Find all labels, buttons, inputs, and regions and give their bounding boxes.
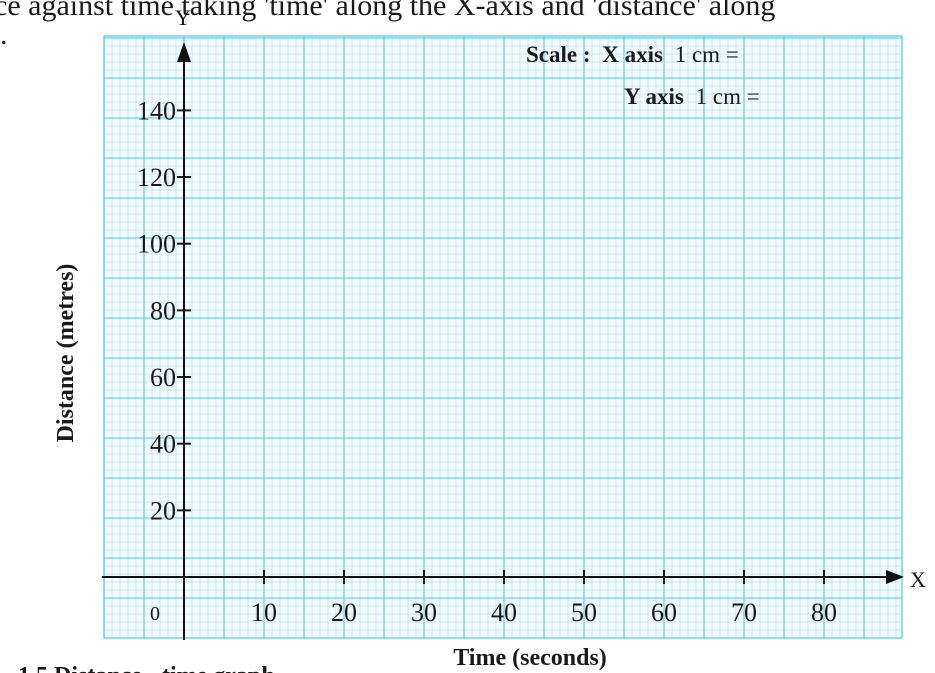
graph-paper-grid bbox=[103, 35, 903, 639]
scale-note-y: Y axis 1 cm = bbox=[624, 84, 760, 109]
y-axis-arrowhead bbox=[177, 42, 191, 62]
scale-x-axis: X axis bbox=[602, 42, 663, 67]
x-tick-label: 20 bbox=[331, 598, 357, 627]
x-tick-label: 30 bbox=[411, 598, 437, 627]
x-axis-name: X bbox=[910, 567, 926, 592]
x-tick-label: 50 bbox=[571, 598, 597, 627]
scale-note-x: Scale : X axis 1 cm = bbox=[526, 42, 739, 67]
x-tick-label: 60 bbox=[651, 598, 677, 627]
tick-labels: 10 20 30 40 50 60 70 80 20 40 60 80 100 120 140 bbox=[137, 96, 837, 627]
y-axis-label: Distance (metres) bbox=[53, 264, 79, 443]
figure-caption: 1.5 Distance - time graph bbox=[18, 663, 275, 673]
origin-label: 0 bbox=[150, 603, 160, 625]
x-tick-label: 70 bbox=[731, 598, 757, 627]
y-tick-label: 140 bbox=[137, 96, 176, 125]
scale-x-unit: 1 cm = bbox=[675, 42, 739, 67]
header-text-line1: ce against time taking 'time' along the … bbox=[0, 0, 776, 22]
y-tick-label: 40 bbox=[150, 430, 176, 459]
axes bbox=[102, 42, 904, 640]
x-axis-label: Time (seconds) bbox=[453, 645, 607, 671]
y-tick-label: 120 bbox=[137, 163, 176, 192]
y-axis-name: Y bbox=[175, 5, 191, 30]
y-tick-label: 100 bbox=[137, 230, 176, 259]
y-tick-label: 80 bbox=[150, 296, 176, 325]
y-tick-label: 20 bbox=[150, 496, 176, 525]
x-tick-label: 10 bbox=[251, 598, 277, 627]
scale-note: Scale : X axis 1 cm = Y axis 1 cm = bbox=[526, 42, 760, 109]
scale-label: Scale : bbox=[526, 42, 591, 67]
x-tick-label: 80 bbox=[811, 598, 837, 627]
scale-y-unit: 1 cm = bbox=[696, 84, 760, 109]
x-axis-arrowhead bbox=[886, 570, 904, 584]
header-text-line2: . bbox=[0, 18, 8, 51]
x-tick-label: 40 bbox=[491, 598, 517, 627]
scale-y-axis: Y axis bbox=[624, 84, 684, 109]
y-tick-label: 60 bbox=[150, 363, 176, 392]
